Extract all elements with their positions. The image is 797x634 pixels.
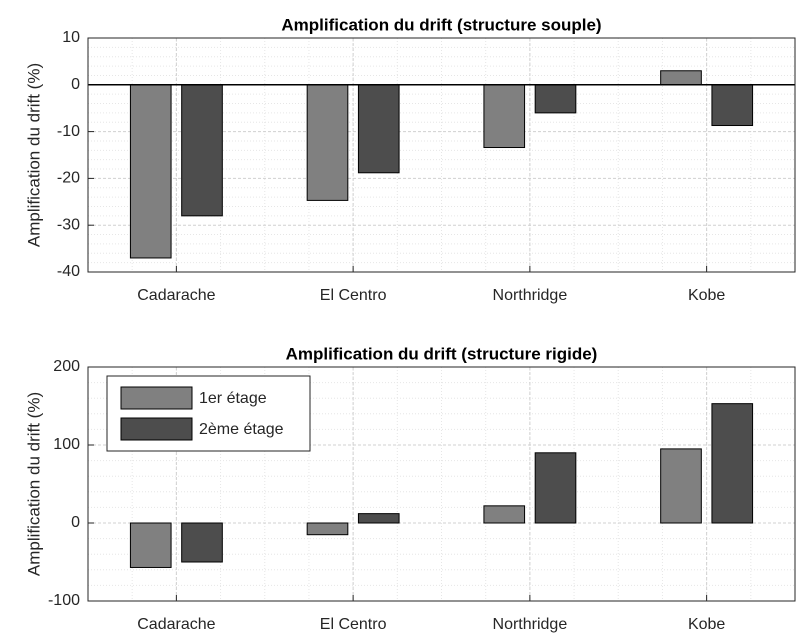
y-tick-label: 0 xyxy=(71,76,80,93)
y-tick-label: 0 xyxy=(71,514,80,531)
bar xyxy=(711,84,754,127)
axes-box xyxy=(87,37,796,273)
bar xyxy=(181,522,223,563)
x-tick-label: Kobe xyxy=(688,287,725,304)
bar xyxy=(129,522,172,568)
x-tick-label: El Centro xyxy=(320,616,387,633)
bar xyxy=(483,84,526,149)
bar xyxy=(660,448,702,524)
legend-label: 2ème étage xyxy=(199,421,284,438)
bar xyxy=(306,522,349,536)
x-tick-label: Northridge xyxy=(493,616,568,633)
y-tick-label: 10 xyxy=(62,29,80,46)
y-tick-label: 100 xyxy=(53,436,80,453)
y-tick-label: -100 xyxy=(48,592,80,609)
bar xyxy=(129,84,172,259)
y-tick-label: -30 xyxy=(57,216,80,233)
y-tick-label: 200 xyxy=(53,358,80,375)
bar xyxy=(660,70,702,86)
bar xyxy=(534,452,577,524)
x-tick-label: Northridge xyxy=(493,287,568,304)
bar xyxy=(357,84,400,174)
legend: 1er étage 2ème étage xyxy=(106,375,311,452)
y-tick-label: -20 xyxy=(57,170,80,187)
chart-title: Amplification du drift (structure souple… xyxy=(281,15,601,34)
bar xyxy=(357,513,400,524)
legend-label: 1er étage xyxy=(199,390,267,407)
axes-box xyxy=(87,366,796,602)
legend-swatch xyxy=(120,417,193,441)
y-axis-label: Amplification du drift (%) xyxy=(24,392,43,576)
x-tick-label: Cadarache xyxy=(137,616,215,633)
y-tick-label: -40 xyxy=(57,263,80,280)
legend-swatch xyxy=(120,386,193,410)
x-tick-label: Kobe xyxy=(688,616,725,633)
bar xyxy=(483,505,526,524)
y-tick-label: -10 xyxy=(57,123,80,140)
x-tick-label: Cadarache xyxy=(137,287,215,304)
chart-title: Amplification du drift (structure rigide… xyxy=(286,344,598,363)
bar xyxy=(306,84,349,201)
bar xyxy=(534,84,577,114)
y-axis-label: Amplification du drift (%) xyxy=(24,63,43,247)
x-tick-label: El Centro xyxy=(320,287,387,304)
bar xyxy=(181,84,223,217)
bar xyxy=(711,403,754,524)
